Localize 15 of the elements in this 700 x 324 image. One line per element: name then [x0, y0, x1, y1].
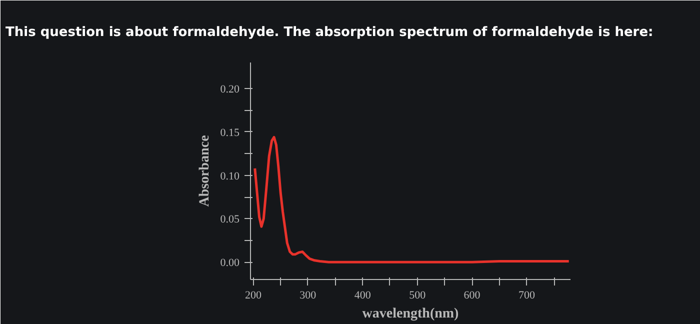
line-series: [254, 136, 570, 264]
chart-title: This question is about formaldehyde. The absorption spectrum of formaldehyde is here:: [6, 25, 654, 40]
x-tick-label: 500: [409, 290, 426, 302]
x-tick-label: 200: [244, 290, 262, 302]
x-axis-title: wavelength(nm): [362, 306, 460, 322]
x-tick-label: 700: [518, 290, 536, 302]
y-tick-label: 0.15: [220, 126, 240, 139]
y-axis-title: Absorbance: [197, 135, 212, 207]
y-tick-label: 0.00: [220, 257, 240, 270]
y-tick-label: 0.05: [220, 214, 240, 226]
y-tick-label: 0.20: [220, 84, 240, 96]
x-tick-label: 600: [464, 290, 481, 302]
x-tick-label: 400: [354, 290, 372, 302]
x-tick-label: 300: [300, 290, 317, 302]
y-tick-label: 0.10: [220, 170, 240, 182]
